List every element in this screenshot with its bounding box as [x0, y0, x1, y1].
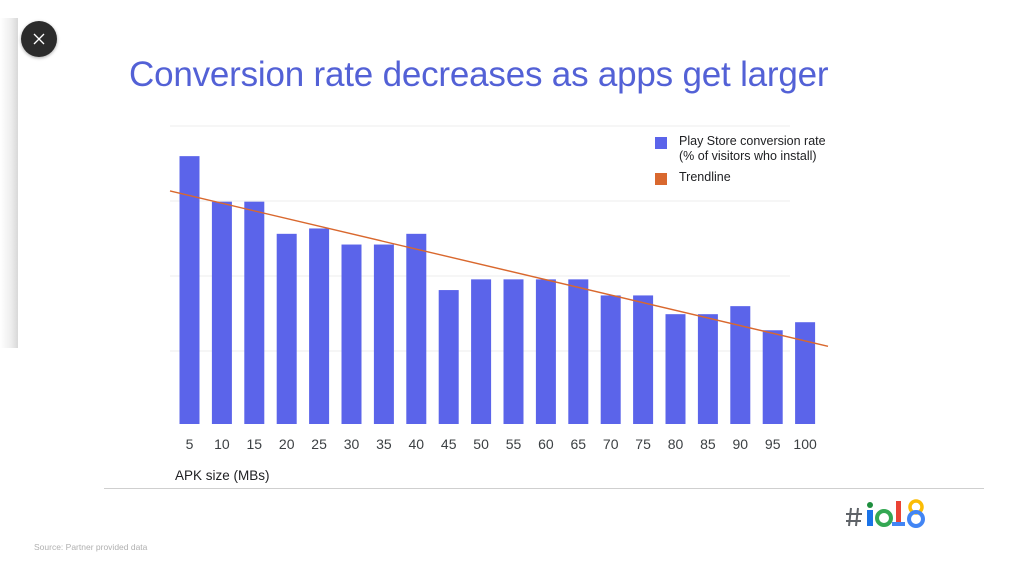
bottom-divider: [104, 488, 984, 489]
legend-item-conversion: Play Store conversion rate (% of visitor…: [655, 134, 839, 164]
x-tick-label: 20: [279, 436, 295, 452]
close-button[interactable]: [21, 21, 57, 57]
bar-65: [568, 279, 589, 424]
bar-35: [373, 244, 394, 424]
legend-item-trendline: Trendline: [655, 170, 839, 185]
io18-logo: [846, 499, 925, 528]
bar-90: [730, 306, 751, 424]
bar-5: [179, 156, 200, 424]
legend-swatch-conversion: [655, 137, 667, 149]
bar-70: [600, 295, 621, 424]
x-tick-label: 70: [603, 436, 619, 452]
bar-95: [762, 330, 783, 424]
bar-20: [276, 233, 297, 424]
x-tick-label: 50: [473, 436, 489, 452]
x-tick-label: 45: [441, 436, 457, 452]
bar-85: [697, 314, 718, 424]
x-tick-label: 25: [311, 436, 327, 452]
legend-label-conversion: Play Store conversion rate (% of visitor…: [679, 134, 826, 163]
x-tick-label: 30: [344, 436, 360, 452]
trendline: [169, 190, 829, 348]
x-tick-label: 10: [214, 436, 230, 452]
legend-swatch-trendline: [655, 173, 667, 185]
bar-100: [795, 322, 816, 424]
bar-60: [535, 279, 556, 424]
bar-30: [341, 244, 362, 424]
bar-75: [633, 295, 654, 424]
x-tick-label: 5: [186, 436, 194, 452]
bar-55: [503, 279, 524, 424]
chart-legend: Play Store conversion rate (% of visitor…: [655, 134, 839, 191]
x-tick-label: 90: [733, 436, 749, 452]
x-axis-label: APK size (MBs): [175, 468, 270, 483]
bar-15: [244, 201, 265, 424]
x-tick-label: 80: [668, 436, 684, 452]
x-tick-label: 75: [635, 436, 651, 452]
x-tick-label: 15: [247, 436, 263, 452]
x-tick-label: 100: [793, 436, 817, 452]
bar-50: [471, 279, 492, 424]
x-tick-label: 95: [765, 436, 781, 452]
x-tick-label: 60: [538, 436, 554, 452]
x-tick-label: 55: [506, 436, 522, 452]
x-tick-label: 40: [409, 436, 425, 452]
source-note: Source: Partner provided data: [34, 542, 148, 552]
bar-45: [438, 290, 459, 424]
x-tick-label: 85: [700, 436, 716, 452]
bar-80: [665, 314, 686, 424]
bar-25: [309, 228, 330, 424]
legend-label-trendline: Trendline: [679, 170, 731, 184]
bar-10: [211, 201, 232, 424]
x-tick-label: 65: [571, 436, 587, 452]
bar-40: [406, 233, 427, 424]
window-edge-shadow: [0, 18, 18, 348]
x-tick-label: 35: [376, 436, 392, 452]
close-icon: [33, 33, 45, 45]
slide-title: Conversion rate decreases as apps get la…: [129, 55, 829, 94]
